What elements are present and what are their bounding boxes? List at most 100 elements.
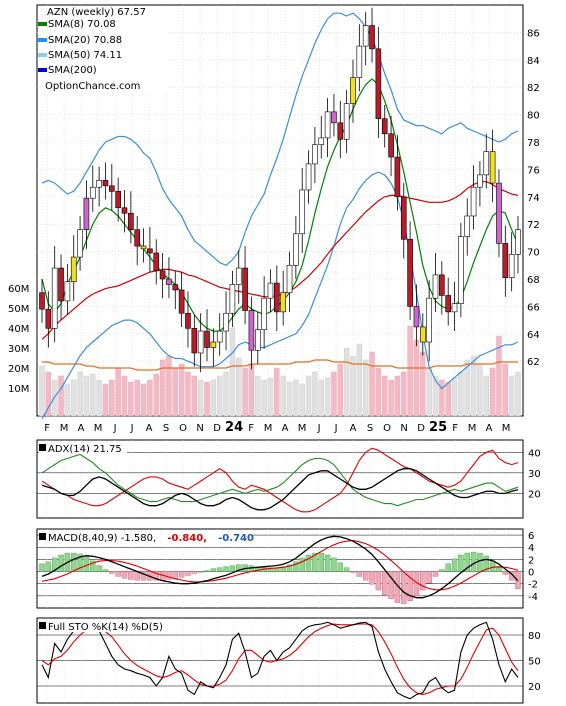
macd-hist-bar xyxy=(115,571,121,577)
price-tick-label: 80 xyxy=(527,111,540,122)
x-axis-label: M xyxy=(298,423,307,434)
candle-body xyxy=(185,312,191,329)
macd-hist-bar xyxy=(445,563,451,572)
macd-hist-bar xyxy=(286,564,293,572)
adx-title: ADX(14) 21.75 xyxy=(48,444,122,455)
x-axis-label: O xyxy=(383,423,391,434)
volume-bar xyxy=(140,383,147,417)
macd-hist-bar xyxy=(464,552,470,572)
macd-hist-bar xyxy=(489,560,496,572)
candle-body xyxy=(197,330,204,354)
candle-body xyxy=(362,25,369,47)
legend-sma20: SMA(20) 70.88 xyxy=(48,35,122,46)
volume-bar xyxy=(445,381,451,417)
macd-hist-bar xyxy=(236,564,242,572)
volume-bar xyxy=(375,367,382,417)
candle-body xyxy=(153,252,160,272)
candle-body xyxy=(267,282,274,299)
macd-hist-bar xyxy=(369,571,375,585)
macd-hist-bar xyxy=(343,567,350,572)
volume-bar xyxy=(343,347,350,417)
volume-bar xyxy=(394,375,401,417)
macd-hist-bar xyxy=(502,571,509,575)
bollinger-lower-line xyxy=(41,171,519,420)
candle-body xyxy=(426,297,432,343)
stochastic-grid xyxy=(37,618,523,703)
macd-hist-bar xyxy=(83,555,90,572)
price-tick-label: 66 xyxy=(527,302,540,313)
x-axis-label: S xyxy=(163,423,169,434)
volume-bar xyxy=(439,379,445,417)
volume-tick-label: 40M xyxy=(8,324,29,335)
macd-hist-bar xyxy=(375,571,382,591)
candle-body xyxy=(515,229,521,255)
candles xyxy=(39,7,521,373)
volume-bar xyxy=(477,363,483,417)
macd-hist-bar xyxy=(458,554,464,572)
volume-bar xyxy=(96,379,102,417)
candle-body xyxy=(58,267,64,302)
legend-swatch-sma8 xyxy=(38,22,47,26)
volume-bar xyxy=(483,375,489,417)
volume-bar xyxy=(58,375,64,417)
candle-body xyxy=(299,189,306,235)
panel-tick-label: 30 xyxy=(528,469,541,480)
x-axis-label: N xyxy=(400,423,407,434)
macd-hist-bar xyxy=(109,571,115,574)
candle-body xyxy=(121,207,128,214)
macd-hist-value: -0.740 xyxy=(218,533,254,544)
macd-hist-bar xyxy=(280,566,286,572)
adx-panel-frame xyxy=(36,439,524,519)
candle-body xyxy=(451,303,458,313)
candle-body xyxy=(293,233,299,266)
macd-hist-bar xyxy=(312,552,318,572)
candle-body xyxy=(458,236,464,304)
macd-hist-bar xyxy=(483,555,489,572)
volume-bar xyxy=(191,375,198,417)
macd-hist-bar xyxy=(299,557,305,572)
x-axis-label: F xyxy=(248,423,254,434)
macd-line xyxy=(41,535,519,599)
macd-hist-bar xyxy=(420,571,426,591)
macd-hist-bar xyxy=(432,571,439,577)
volume-bar xyxy=(496,335,502,417)
price-tick-label: 82 xyxy=(527,83,540,94)
price-lines xyxy=(41,12,519,420)
candle-body xyxy=(166,278,172,285)
macd-hist-bar xyxy=(58,554,64,572)
adx-line xyxy=(41,468,519,511)
x-axis-label: F xyxy=(452,423,458,434)
candle-body xyxy=(508,254,515,278)
candle-body xyxy=(369,25,375,50)
macd-hist-bar xyxy=(71,552,77,572)
candle-body xyxy=(242,267,248,311)
volume-bar xyxy=(204,381,210,417)
candle-body xyxy=(305,163,312,191)
macd-signal-line xyxy=(41,539,519,591)
volume-bar xyxy=(172,367,178,417)
x-axis-label: A xyxy=(78,423,85,434)
panel-tick-label: 80 xyxy=(528,631,541,642)
candle-body xyxy=(324,111,331,139)
candle-body xyxy=(204,330,210,348)
x-axis-label: S xyxy=(367,423,373,434)
volume-bar xyxy=(464,359,470,417)
macd-hist-bar xyxy=(153,571,159,581)
volume-bar xyxy=(261,379,267,417)
candle-body xyxy=(39,292,45,310)
macd-hist-bar xyxy=(394,571,401,603)
volume-bar xyxy=(267,377,274,417)
candle-body xyxy=(159,270,166,280)
macd-hist-bar xyxy=(305,554,312,572)
volume-tick-label: 50M xyxy=(8,304,29,315)
volume-bar xyxy=(382,375,388,417)
macd-hist-bar xyxy=(362,571,369,581)
stochastic-title: Full STO %K(14) %D(5) xyxy=(48,622,163,633)
legend-swatch-sma20 xyxy=(38,38,47,42)
panel-tick-label: 4 xyxy=(528,543,534,554)
candle-body xyxy=(89,186,96,199)
price-tick-label: 86 xyxy=(527,28,540,39)
volume-bar xyxy=(426,367,432,417)
candle-body xyxy=(350,77,356,104)
price-tick-label: 64 xyxy=(527,330,540,341)
